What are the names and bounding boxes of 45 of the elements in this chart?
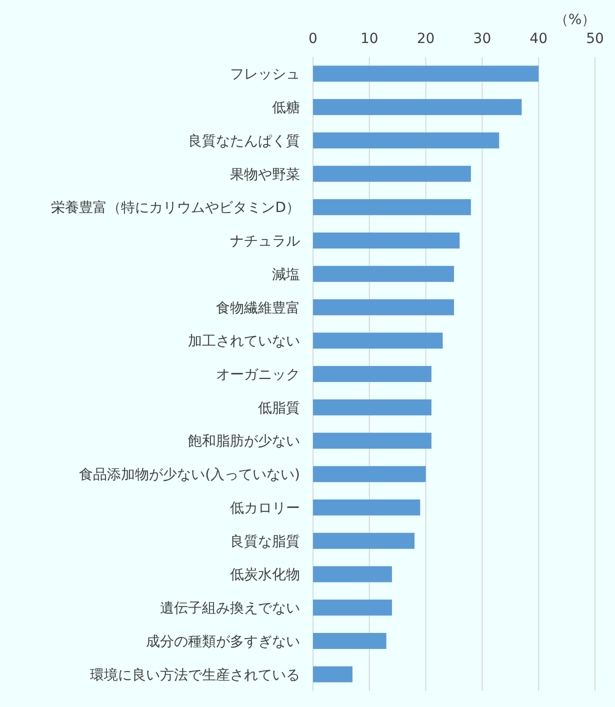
bar [313, 332, 443, 349]
y-tick-label: 遺伝子組み換えでない [160, 600, 300, 617]
y-tick-label: 低脂質 [258, 400, 300, 416]
y-tick-label: オーガニック [216, 367, 300, 383]
x-tick-label: 50 [586, 31, 604, 47]
x-axis-title: （%） [554, 12, 596, 28]
bar [313, 399, 432, 416]
y-tick-label: 低糖 [272, 100, 300, 116]
y-tick-label: 良質な脂質 [230, 534, 300, 550]
y-tick-label: 加工されていない [188, 334, 300, 350]
bar [313, 499, 420, 516]
y-tick-label: 飽和脂肪が少ない [188, 434, 300, 450]
bar [313, 366, 432, 382]
y-tick-label: 成分の種類が多すぎない [146, 634, 300, 650]
x-tick-label: 0 [308, 31, 318, 47]
bar [313, 600, 392, 616]
bar [313, 166, 471, 182]
bar [313, 66, 539, 82]
bar [313, 632, 386, 649]
y-tick-label: 低カロリー [230, 500, 300, 516]
bar [313, 466, 426, 482]
bar [313, 266, 454, 282]
bar [313, 432, 432, 449]
bar [313, 566, 392, 582]
y-tick-label: 良質なたんぱく質 [188, 133, 300, 150]
x-tick-label: 40 [530, 31, 548, 47]
y-tick-label: 環境に良い方法で生産されている [90, 667, 300, 684]
x-tick-label: 20 [416, 31, 435, 47]
y-tick-label: 低炭水化物 [230, 567, 300, 584]
x-tick-label: 10 [360, 31, 378, 47]
y-tick-label: 果物や野菜 [230, 166, 300, 183]
bar [313, 99, 522, 116]
x-tick-label: 30 [473, 31, 492, 47]
y-tick-label: 食品添加物が少ない(入っていない) [79, 467, 300, 484]
bar [313, 666, 352, 682]
bar [313, 199, 471, 216]
bar [313, 532, 415, 549]
y-tick-label: 減塩 [272, 266, 300, 283]
bar [313, 299, 454, 316]
y-tick-label: フレッシュ [230, 66, 300, 83]
y-tick-label: ナチュラル [230, 234, 300, 250]
bar [313, 232, 460, 249]
y-tick-label: 栄養豊富（特にカリウムやビタミンD） [51, 200, 300, 216]
bar [313, 132, 500, 148]
y-tick-label: 食物繊維豊富 [216, 300, 300, 316]
